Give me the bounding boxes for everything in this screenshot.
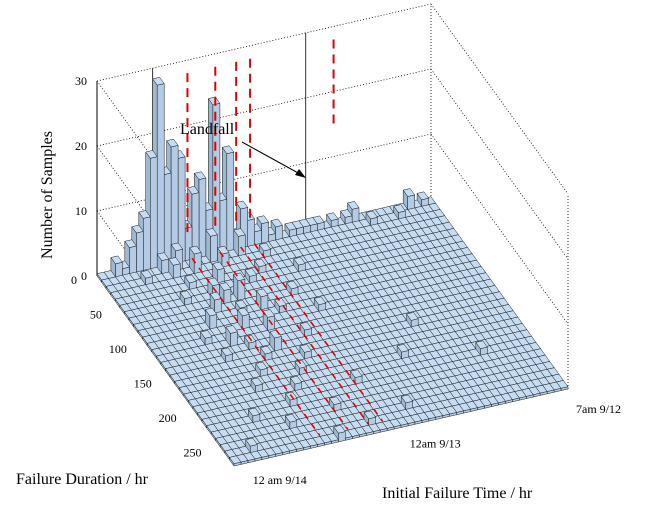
wall-edge <box>96 3 432 82</box>
bar-top <box>225 325 238 334</box>
bar-top <box>235 299 248 309</box>
bar-top <box>326 212 339 221</box>
bar-top <box>152 77 165 86</box>
bar-top <box>218 282 232 291</box>
bar-top <box>393 204 406 213</box>
bar-top <box>286 280 299 290</box>
bar <box>233 228 246 259</box>
bar-front <box>143 216 151 274</box>
bar-top <box>270 218 283 228</box>
bar-top <box>253 258 267 268</box>
bar-top <box>189 245 202 255</box>
bar-top <box>168 257 181 266</box>
bar-layer <box>96 77 569 467</box>
wall-gridline <box>430 68 569 260</box>
bar-top <box>205 228 218 237</box>
bar-top <box>179 290 193 299</box>
bar-top <box>131 224 144 234</box>
wall-edge <box>430 3 569 195</box>
bar-top <box>212 261 225 271</box>
bar-top <box>258 242 272 252</box>
bar-front <box>210 234 218 265</box>
bar-top <box>235 200 249 210</box>
bar-front <box>198 177 207 261</box>
bar-top <box>255 288 269 298</box>
bar-top <box>347 201 360 210</box>
bar-top <box>402 188 416 197</box>
bar <box>156 252 170 277</box>
bar-top <box>110 255 123 265</box>
bar-top <box>124 239 137 248</box>
bar-front <box>247 218 255 249</box>
bar-top <box>262 309 276 318</box>
bar-top <box>170 242 184 252</box>
bar-front <box>129 245 137 277</box>
bar <box>225 325 238 350</box>
bar-top <box>274 298 287 307</box>
bar-top <box>365 210 378 220</box>
bar-top <box>184 274 197 284</box>
bar <box>262 309 276 334</box>
bar-top <box>193 171 207 180</box>
bar-top <box>187 186 200 195</box>
wall-gridline <box>96 68 432 147</box>
bar-top <box>293 256 306 266</box>
bar-top <box>166 138 179 148</box>
bar-front <box>150 156 158 272</box>
bar-top <box>145 150 158 159</box>
bar-front <box>156 83 165 270</box>
bar-top <box>237 307 250 317</box>
bar-top <box>416 191 430 201</box>
bar-top <box>284 222 297 231</box>
bar-top <box>244 268 258 277</box>
bar-front <box>226 151 235 254</box>
bar-front <box>136 231 144 275</box>
bar-top <box>138 210 151 219</box>
bar-top <box>221 145 235 154</box>
bar-top <box>340 209 353 218</box>
bar-top <box>256 215 270 224</box>
bar-top <box>140 270 153 279</box>
bar-top <box>233 228 246 237</box>
wall-gridline <box>430 133 569 325</box>
bar-top <box>204 307 218 317</box>
bar-top <box>313 296 327 305</box>
bar-top <box>207 96 221 106</box>
bar-top <box>200 330 213 339</box>
